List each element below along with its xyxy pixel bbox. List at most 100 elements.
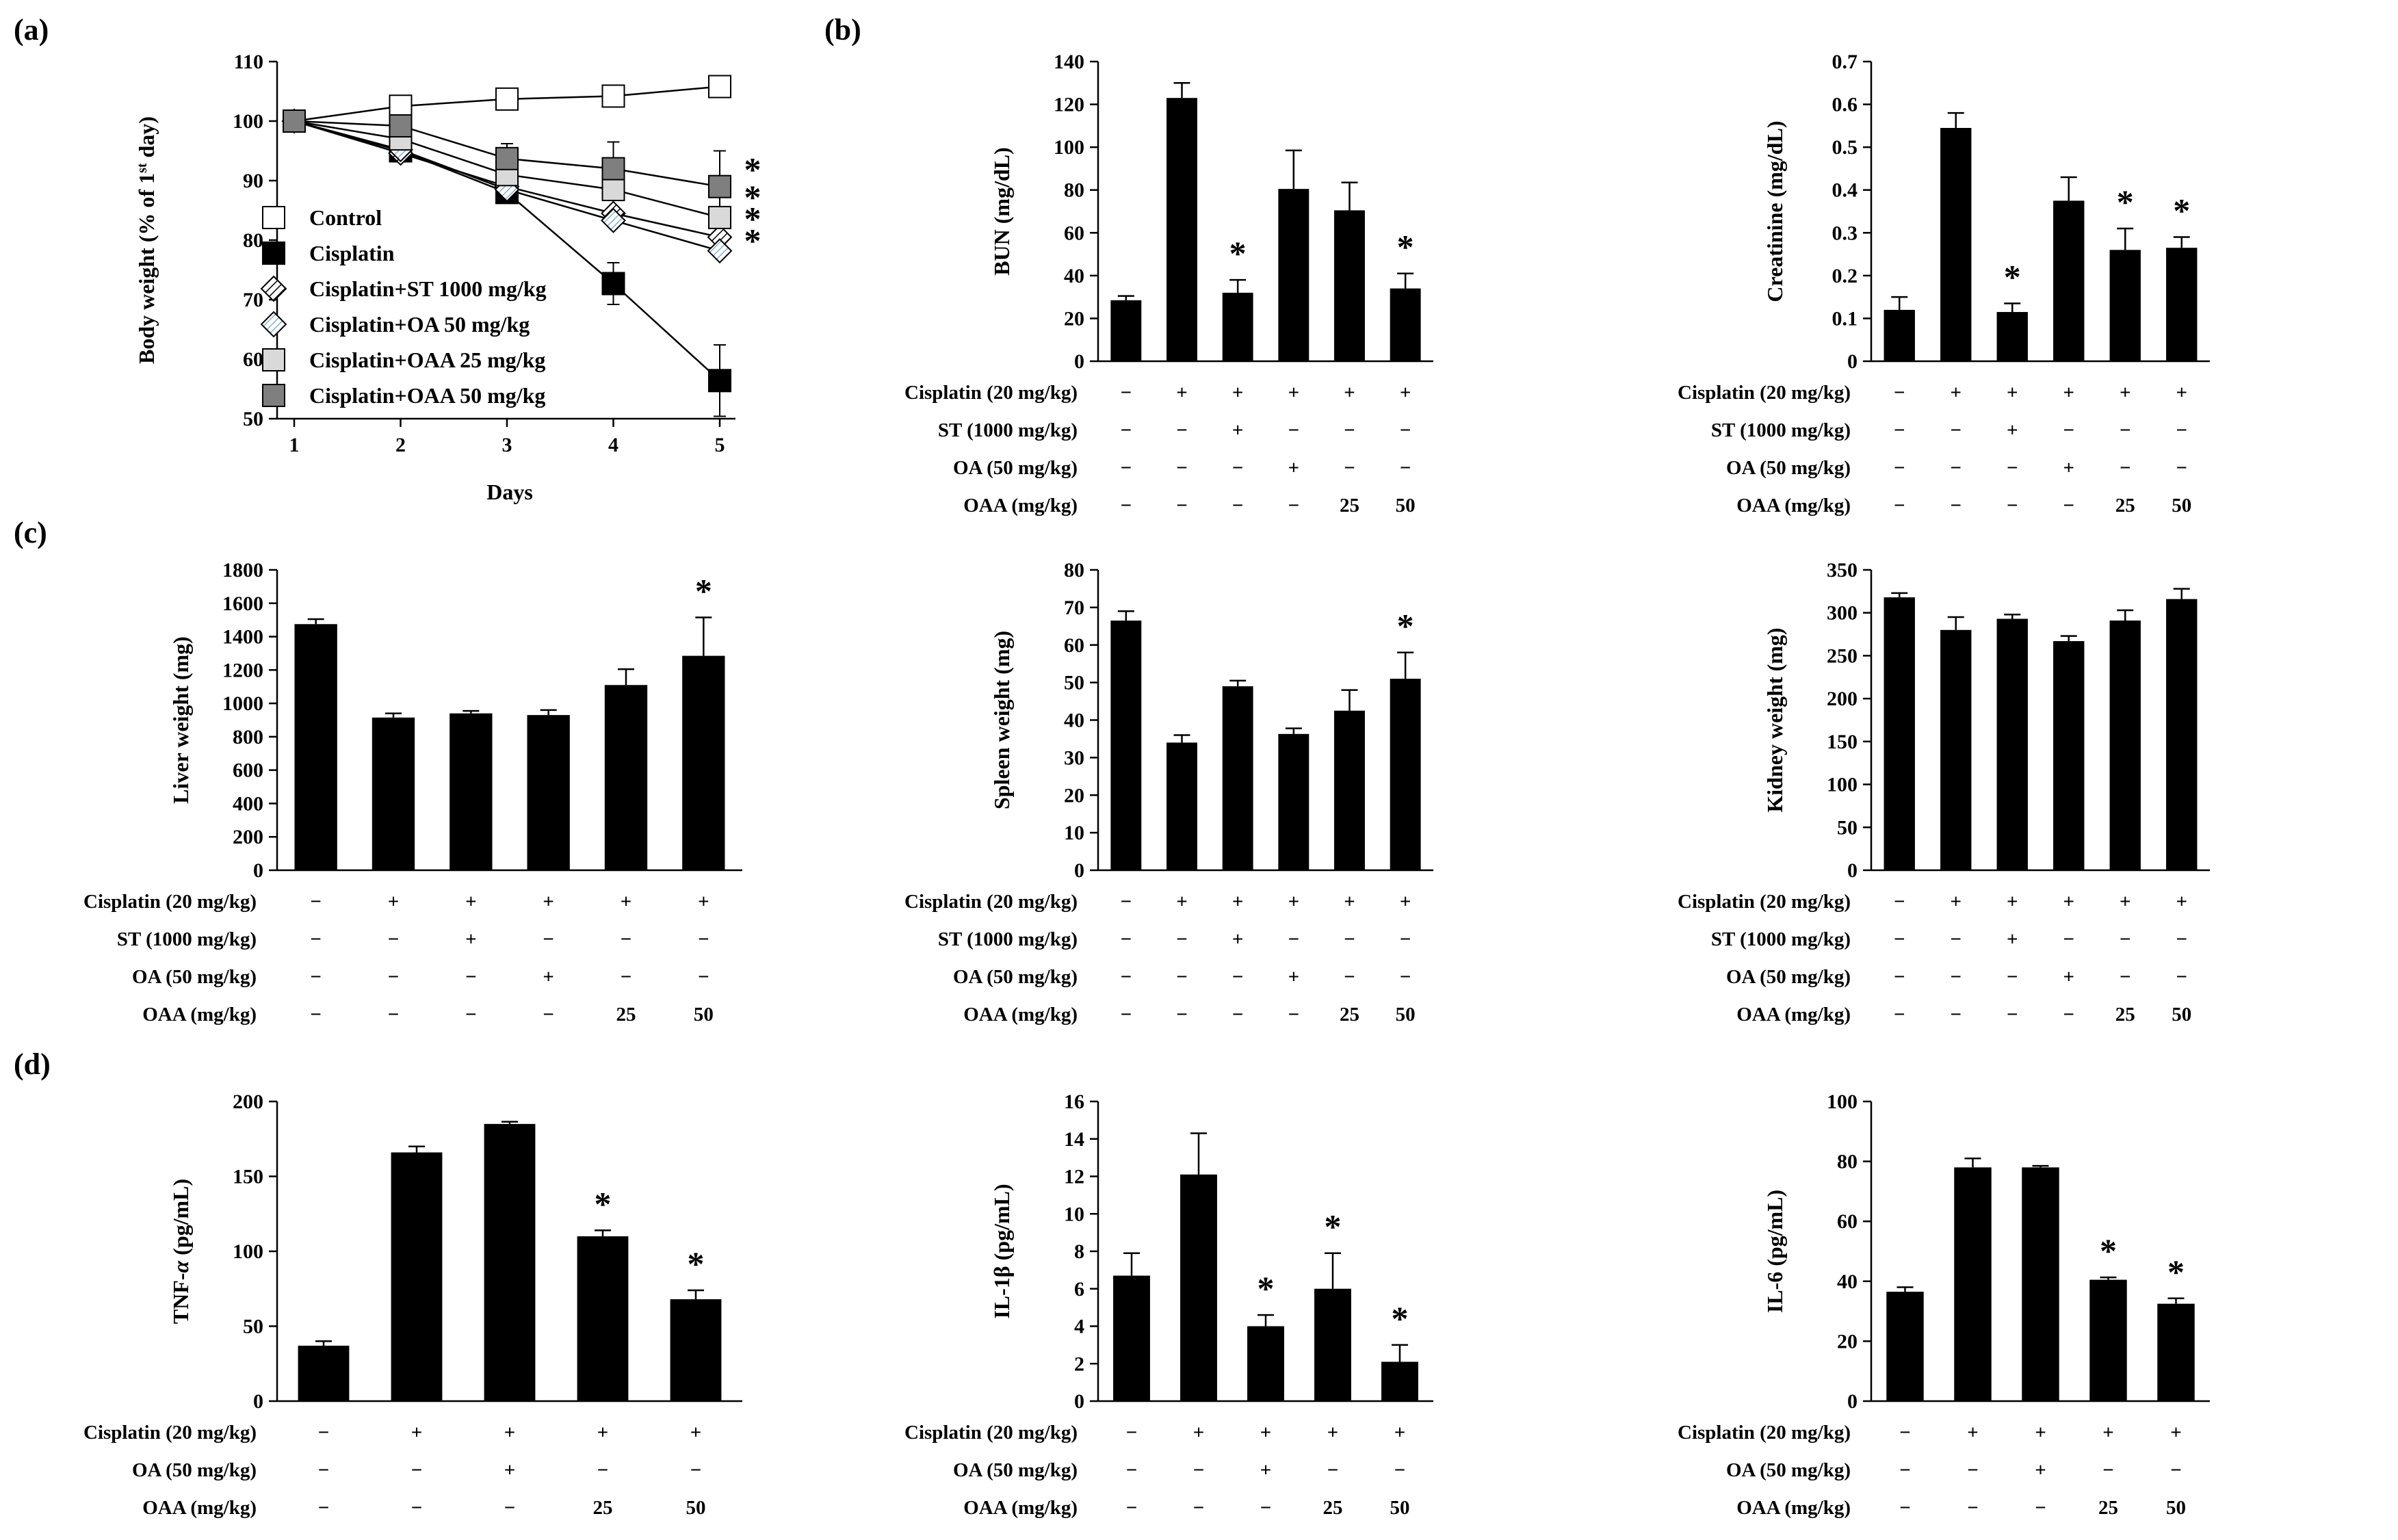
significance-mark: * [595,1184,612,1223]
y-axis-title: IL-1β (pg/mL) [989,1184,1014,1318]
treatment-cell: − [1894,382,1905,404]
treatment-cell: − [388,1004,400,1026]
treatment-cell: 25 [1340,495,1359,517]
treatment-cell: + [388,891,400,913]
treatment-cell: − [2035,1497,2046,1519]
marker [389,114,413,138]
treatment-cell: 50 [2172,495,2191,517]
bar [2109,621,2141,870]
y-tick-label: 90 [243,170,263,192]
treatment-cell: − [1950,966,1962,988]
treatment-cell: 25 [2115,495,2135,517]
treatment-row-label: Cisplatin (20 mg/kg) [83,891,257,913]
x-axis-title: Days [486,480,533,504]
y-axis-title: IL-6 (pg/mL) [1762,1190,1787,1313]
treatment-cell: − [1950,928,1962,950]
treatment-cell: − [1232,457,1244,479]
bar [1222,292,1253,361]
y-tick-label: 0 [1074,859,1084,882]
bar-chart-tnf-alpha: 0 50 100 150 200 TNF-α (pg/mL) * * Cisplatin (20… [83,1091,742,1519]
bar [1334,710,1365,870]
y-tick-label: 350 [1827,559,1858,582]
bar [527,715,570,870]
treatment-cell: 50 [1396,1004,1416,1026]
bar [2109,250,2141,361]
treatment-cell: + [1327,1422,1339,1444]
y-tick-label: 10 [1064,822,1084,844]
marker [262,348,285,371]
treatment-cell: − [1344,419,1355,441]
x-tick-label: 2 [395,434,406,456]
treatment-cell: − [1400,419,1411,441]
y-tick-label: 60 [1064,222,1084,244]
y-tick-label: 1800 [222,559,263,582]
y-tick-label: 100 [1827,1091,1858,1113]
treatment-row-label: OAA (mg/kg) [963,1004,1078,1026]
treatment-cell: + [465,891,477,913]
treatment-cell: 50 [2166,1497,2186,1519]
treatment-cell: − [1899,1422,1911,1444]
treatment-cell: − [543,1004,554,1026]
treatment-cell: − [1232,966,1244,988]
y-tick-label: 0.6 [1832,94,1858,116]
treatment-cell: + [1232,891,1244,913]
treatment-cell: + [2063,457,2074,479]
treatment-cell: 25 [616,1004,636,1026]
treatment-cell: − [1288,1004,1300,1026]
treatment-cell: − [2120,966,2131,988]
bar [1110,300,1142,361]
treatment-cell: − [1121,928,1132,950]
treatment-cell: − [1967,1459,1979,1481]
treatment-cell: + [1950,382,1962,404]
bar [298,1345,350,1401]
treatment-row-label: OAA (mg/kg) [142,1004,257,1026]
y-tick-label: 10 [1064,1203,1084,1225]
treatment-cell: − [1894,419,1905,441]
treatment-cell: + [2007,928,2018,950]
treatment-cell: − [1967,1497,1979,1519]
bar [1247,1326,1284,1401]
bar [1278,733,1309,870]
treatment-cell: − [465,966,477,988]
treatment-row-label: ST (1000 mg/kg) [1711,928,1851,950]
treatment-cell: − [411,1497,423,1519]
treatment-row-label: Cisplatin (20 mg/kg) [1678,382,1851,404]
y-tick-label: 80 [1837,1151,1858,1173]
legend-label: Cisplatin+OAA 50 mg/kg [309,383,545,408]
significance-mark: * [744,199,761,237]
treatment-cell: − [318,1497,330,1519]
bar [1314,1288,1351,1401]
marker [495,87,519,111]
y-tick-label: 110 [234,51,263,73]
bar [1940,127,1972,361]
treatment-cell: − [621,966,632,988]
treatment-cell: + [2063,382,2074,404]
treatment-cell: − [2176,457,2187,479]
marker [283,109,306,133]
marker [708,174,731,198]
treatment-cell: − [2007,1004,2018,1026]
y-tick-label: 2 [1074,1353,1084,1375]
treatment-row-label: OAA (mg/kg) [963,1497,1078,1519]
treatment-row-label: ST (1000 mg/kg) [117,928,257,950]
y-tick-label: 6 [1074,1278,1084,1301]
treatment-cell: − [310,1004,322,1026]
significance-mark: * [1325,1208,1342,1246]
treatment-cell: − [1400,457,1411,479]
y-tick-label: 60 [1064,634,1084,657]
treatment-row-label: OA (50 mg/kg) [1726,966,1851,988]
panel-label-c: (c) [14,516,47,549]
bar [2166,599,2198,870]
treatment-cell: 50 [694,1004,714,1026]
treatment-row-label: Cisplatin (20 mg/kg) [904,1422,1078,1444]
treatment-cell: − [1126,1459,1138,1481]
bar [604,685,648,870]
treatment-cell: + [1193,1422,1205,1444]
treatment-cell: − [2120,457,2131,479]
marker [601,272,625,296]
treatment-cell: + [1967,1422,1979,1444]
significance-mark: * [2167,1253,2185,1291]
treatment-cell: − [504,1497,516,1519]
y-tick-label: 800 [233,726,263,748]
treatment-cell: − [2063,928,2074,950]
